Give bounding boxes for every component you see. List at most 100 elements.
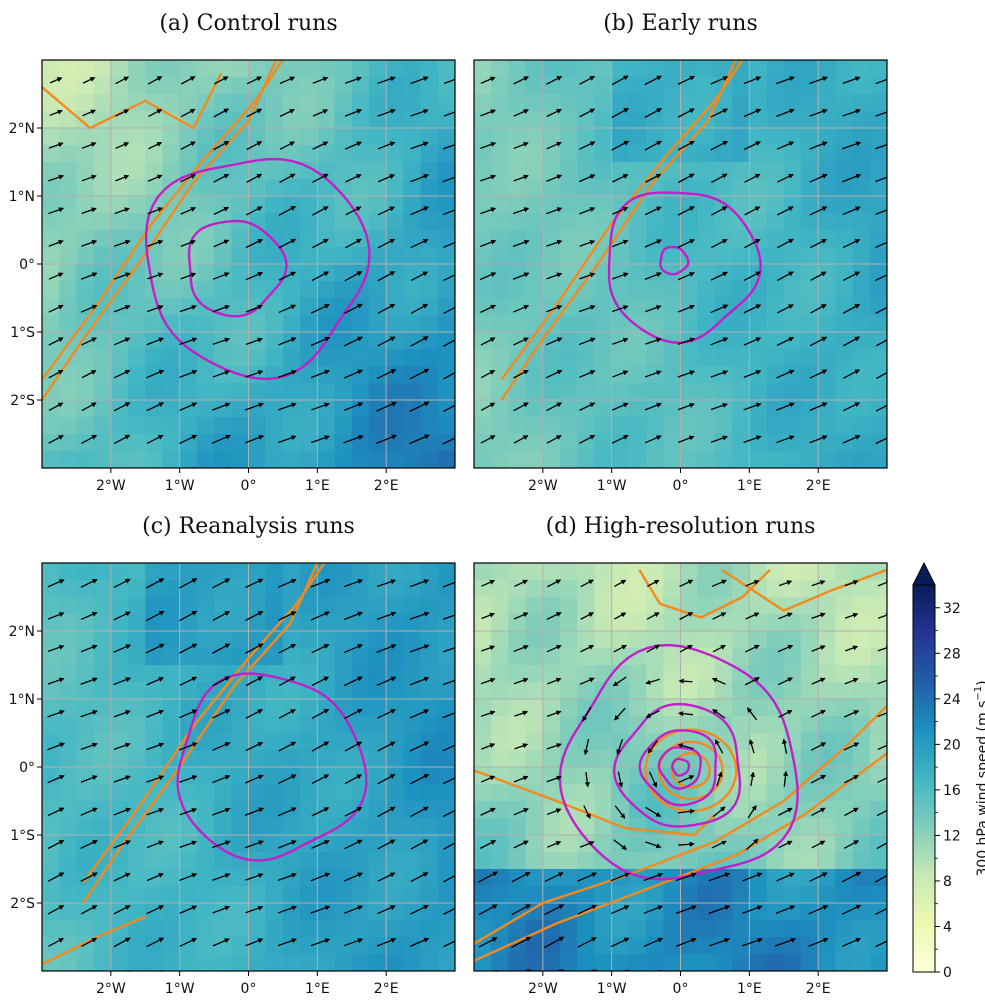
- field-cell: [145, 383, 164, 401]
- wind-arrow: [212, 337, 231, 345]
- field-cell: [628, 349, 647, 367]
- field-cell: [93, 145, 112, 163]
- field-cell: [508, 767, 527, 785]
- field-cell: [265, 682, 284, 700]
- wind-arrow: [443, 404, 455, 413]
- wind-arrow: [212, 807, 231, 816]
- field-cell: [818, 145, 836, 163]
- field-cell: [646, 196, 664, 214]
- field-cell: [265, 597, 284, 615]
- field-cell: [869, 332, 887, 350]
- field-cell: [577, 784, 596, 802]
- wind-arrow: [409, 773, 430, 785]
- field-cell: [420, 614, 439, 632]
- wind-arrow: [113, 644, 132, 653]
- field-cell: [560, 230, 578, 248]
- y-tick-label: 2°S: [10, 393, 35, 409]
- field-cell: [110, 699, 129, 717]
- wind-arrow: [279, 109, 295, 117]
- field-cell: [351, 162, 370, 180]
- field-cell: [577, 230, 596, 248]
- field-cell: [179, 366, 198, 384]
- field-cell: [110, 750, 129, 768]
- field-cell: [680, 665, 699, 683]
- field-cell: [525, 580, 544, 598]
- field-cell: [420, 648, 439, 666]
- wind-arrow: [614, 707, 626, 721]
- field-cell: [59, 179, 78, 197]
- wind-arrow: [710, 76, 729, 85]
- field-cell: [800, 400, 819, 418]
- field-cell: [646, 417, 664, 435]
- field-cell: [196, 179, 215, 197]
- field-cell: [334, 903, 353, 921]
- field-cell: [368, 179, 387, 197]
- field-cell: [300, 563, 318, 581]
- panel-title: (c) Reanalysis runs: [142, 514, 355, 539]
- field-cell: [491, 852, 510, 870]
- wind-arrow: [545, 369, 563, 379]
- field-cell: [386, 699, 404, 717]
- wind-arrow: [842, 369, 861, 379]
- x-tick-label: 1°W: [597, 478, 627, 494]
- field-cell: [76, 852, 95, 870]
- field-cell: [76, 716, 95, 734]
- field-cell: [474, 349, 492, 367]
- field-cell: [474, 835, 492, 853]
- field-cell: [368, 451, 387, 468]
- wind-arrow: [644, 272, 662, 280]
- field-cell: [351, 665, 370, 683]
- field-cell: [179, 417, 198, 435]
- field-cell: [800, 903, 819, 921]
- field-cell: [577, 128, 596, 146]
- wind-arrow: [513, 304, 530, 313]
- field-cell: [525, 699, 544, 717]
- field-cell: [437, 315, 455, 333]
- field-cell: [179, 784, 198, 802]
- field-cell: [783, 128, 802, 146]
- field-cell: [474, 179, 492, 197]
- field-cell: [818, 400, 836, 418]
- field-cell: [282, 196, 301, 214]
- field-cell: [749, 417, 768, 435]
- field-cell: [145, 417, 164, 435]
- wind-arrow: [47, 612, 65, 620]
- wind-arrow: [58, 467, 65, 468]
- field-cell: [282, 631, 301, 649]
- field-cell: [300, 77, 318, 95]
- wind-arrow: [357, 467, 364, 468]
- field-cell: [869, 835, 887, 853]
- field-cell: [93, 196, 112, 214]
- wind-arrow: [311, 807, 330, 817]
- field-cell: [542, 852, 561, 870]
- field-cell: [800, 94, 819, 112]
- field-cell: [248, 315, 267, 333]
- field-cell: [732, 230, 750, 248]
- field-cell: [334, 247, 353, 265]
- wind-arrow: [778, 580, 793, 587]
- field-cell: [231, 597, 250, 615]
- field-cell: [714, 716, 733, 734]
- field-cell: [214, 383, 232, 401]
- field-cell: [783, 451, 802, 468]
- field-cell: [110, 563, 129, 581]
- field-cell: [680, 111, 699, 129]
- field-cell: [732, 434, 750, 452]
- field-cell: [646, 128, 664, 146]
- field-cell: [128, 196, 146, 214]
- wind-arrow: [377, 872, 396, 882]
- field-cell: [560, 682, 578, 700]
- field-cell: [818, 648, 836, 666]
- field-cell: [317, 852, 336, 870]
- wind-arrow: [777, 173, 794, 183]
- wind-arrow: [723, 970, 730, 971]
- field-cell: [542, 213, 561, 231]
- field-cell: [800, 869, 819, 887]
- orange-contour-line: [474, 752, 887, 962]
- field-cell: [852, 903, 871, 921]
- field-cell: [508, 298, 527, 316]
- field-cell: [265, 563, 284, 581]
- field-cell: [835, 614, 854, 632]
- wind-arrow: [246, 206, 263, 216]
